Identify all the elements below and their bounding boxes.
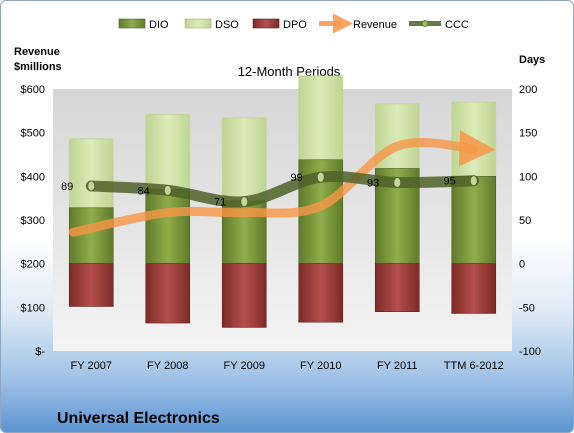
left-axis-title-line1: Revenue xyxy=(14,46,60,58)
ccc-point xyxy=(240,196,249,208)
ccc-data-label: 84 xyxy=(138,185,150,197)
revenue-line xyxy=(68,130,496,237)
bar-dso xyxy=(221,117,267,202)
ccc-data-label: 89 xyxy=(61,181,73,193)
ccc-point xyxy=(469,175,478,187)
legend-item-dio: DIO xyxy=(118,18,169,31)
left-tick-label: $400 xyxy=(21,171,45,183)
left-tick-label: $500 xyxy=(21,128,45,140)
bar-dio xyxy=(451,176,497,264)
legend-item-dso: DSO xyxy=(184,18,239,31)
bar-dpo xyxy=(298,263,344,323)
bar-dpo xyxy=(451,263,497,314)
right-tick-label: 50 xyxy=(519,215,531,227)
bar-dpo xyxy=(221,263,267,328)
legend-label-dpo: DPO xyxy=(283,19,307,31)
ccc-point xyxy=(87,180,96,192)
right-tick-label: 150 xyxy=(519,128,537,140)
legend-label-revenue: Revenue xyxy=(353,19,397,31)
legend-swatch-dio xyxy=(118,18,146,29)
x-tick-label: FY 2009 xyxy=(224,360,265,372)
x-tick-label: FY 2007 xyxy=(71,360,112,372)
x-tick-label: FY 2008 xyxy=(147,360,188,372)
right-axis-title: Days xyxy=(519,54,545,66)
left-tick-label: $600 xyxy=(21,84,45,96)
ccc-point xyxy=(163,184,172,196)
x-tick-label: FY 2010 xyxy=(300,360,341,372)
bar-dio xyxy=(145,189,191,264)
bar-dso xyxy=(145,113,191,190)
legend-swatch-dpo xyxy=(252,18,280,29)
legend-item-dpo: DPO xyxy=(252,18,307,31)
legend-swatch-dso xyxy=(184,18,212,29)
revenue-layer xyxy=(68,130,496,237)
right-tick-label: 200 xyxy=(519,84,537,96)
right-tick-label: -100 xyxy=(519,346,541,358)
x-tick-label: FY 2011 xyxy=(377,360,418,372)
legend-swatch-ccc-marker xyxy=(421,20,429,27)
left-tick-label: $200 xyxy=(21,259,45,271)
left-tick-label: $300 xyxy=(21,215,45,227)
legend-item-revenue: Revenue xyxy=(319,13,397,34)
ccc-line xyxy=(85,171,480,208)
ccc-data-label: 93 xyxy=(367,177,379,189)
ccc-data-label: 95 xyxy=(444,176,456,188)
right-tick-label: -50 xyxy=(519,302,535,314)
x-tick-label: TTM 6-2012 xyxy=(444,360,504,372)
left-tick-label: $100 xyxy=(21,302,45,314)
bar-dso xyxy=(68,138,114,209)
chart-title: 12-Month Periods xyxy=(238,64,341,79)
bar-dso xyxy=(451,101,497,177)
left-tick-label: $- xyxy=(35,346,45,358)
ccc-point xyxy=(316,171,325,183)
legend-label-dso: DSO xyxy=(215,19,239,31)
right-tick-label: 100 xyxy=(519,171,537,183)
bar-dpo xyxy=(68,263,114,307)
bar-dpo xyxy=(145,263,191,324)
ccc-data-label: 99 xyxy=(291,172,303,184)
ccc-layer: 89 84 71 99 93 95 xyxy=(61,171,480,209)
left-axis-title-line2: $millions xyxy=(14,61,62,73)
ccc-point xyxy=(393,177,402,188)
ccc-data-label: 71 xyxy=(214,197,226,209)
axes-layer: $- $100 $200 $300 $400 $500 $600 -100 -50 0 50 100 1… xyxy=(21,84,542,372)
legend-label-ccc: CCC xyxy=(445,19,469,31)
bar-dpo xyxy=(374,263,420,312)
legend-item-ccc: CCC xyxy=(409,19,469,31)
legend: DIO DSO DPO Revenue CCC xyxy=(118,13,469,34)
bar-dso xyxy=(298,75,344,161)
legend-label-dio: DIO xyxy=(149,19,169,31)
right-tick-label: 0 xyxy=(519,259,525,271)
company-name: Universal Electronics xyxy=(57,410,220,427)
